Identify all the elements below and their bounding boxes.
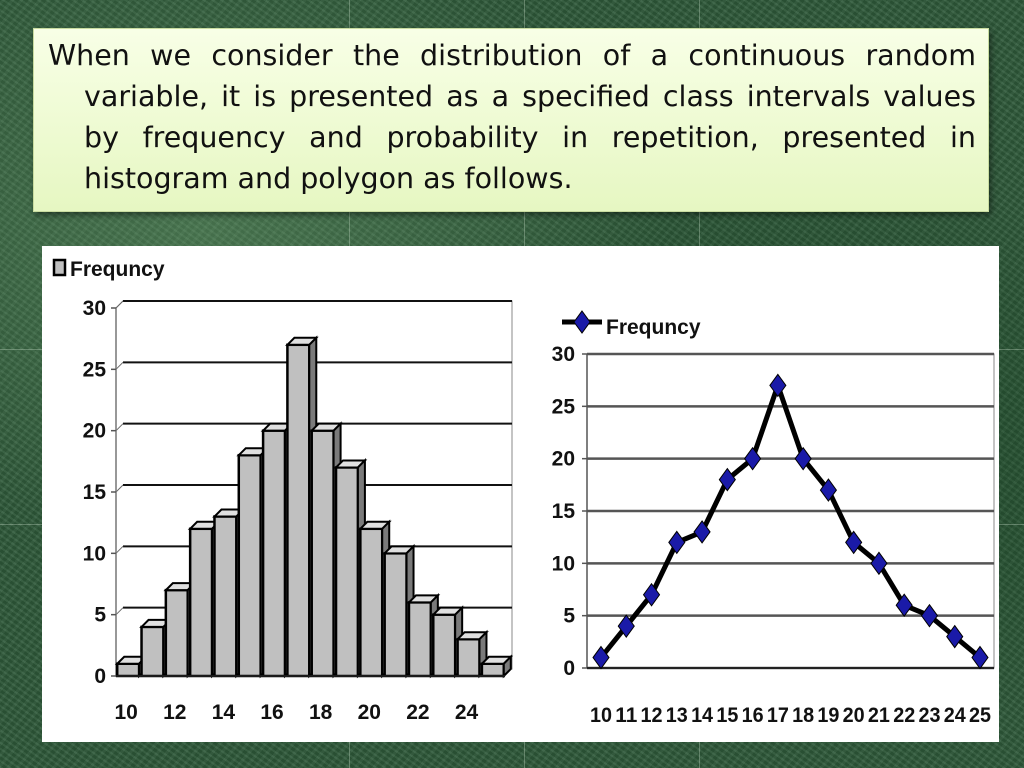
polygon-data-point <box>592 645 610 670</box>
histogram-y-tick-label: 0 <box>94 665 106 688</box>
histogram-x-tick-label: 10 <box>114 701 137 724</box>
histogram-legend-swatch <box>52 258 67 277</box>
polygon-x-tick-label: 17 <box>767 704 789 727</box>
polygon-data-point <box>642 582 661 607</box>
polygon-x-tick-label: 20 <box>843 704 865 727</box>
polygon-data-point <box>718 467 736 492</box>
polygon-x-tick-label: 16 <box>742 704 764 727</box>
polygon-x-tick-label: 11 <box>615 704 637 727</box>
polygon-data-point <box>895 593 913 618</box>
intro-text-box: When we consider the distribution of a c… <box>33 28 989 212</box>
polygon-data-point <box>870 551 888 576</box>
polygon-data-point <box>617 614 635 638</box>
polygon-y-tick-label: 0 <box>563 657 575 680</box>
histogram-bar <box>479 654 514 679</box>
histogram-gridline-side <box>115 361 124 370</box>
histogram-y-tick-label: 10 <box>83 542 106 565</box>
histogram-gridline-side <box>115 545 124 554</box>
polygon-x-tick-label: 25 <box>969 704 991 727</box>
histogram-legend-label: Frequncy <box>70 258 165 281</box>
polygon-y-tick-label: 10 <box>552 552 575 575</box>
histogram-x-tick-label: 16 <box>260 701 283 724</box>
polygon-data-point <box>946 624 964 649</box>
histogram-y-tick-label: 20 <box>83 420 106 443</box>
polygon-data-point <box>819 478 838 502</box>
polygon-x-tick-label: 19 <box>817 704 839 727</box>
polygon-x-tick-label: 21 <box>868 704 890 727</box>
polygon-x-tick-label: 13 <box>666 704 688 727</box>
chart-panel: 0 5 10 15 20 25 30 10 12 14 16 18 20 22 24 Frequncy 0 5 1… <box>42 246 999 742</box>
polygon-data-point <box>693 520 711 544</box>
polygon-series-line <box>599 382 982 660</box>
histogram-x-tick-label: 12 <box>163 701 186 724</box>
polygon-x-tick-label: 15 <box>716 704 738 727</box>
polygon-data-point <box>971 645 989 670</box>
polygon-y-tick-label: 20 <box>552 448 575 471</box>
polygon-data-point <box>743 446 762 471</box>
polygon-y-tick-label: 5 <box>563 605 575 628</box>
histogram-x-tick-label: 24 <box>455 701 479 724</box>
histogram-gridline-side <box>115 607 124 616</box>
polygon-x-tick-label: 22 <box>893 704 915 727</box>
polygon-y-tick-label: 30 <box>552 343 575 366</box>
histogram-y-tick-label: 25 <box>83 358 107 381</box>
histogram-y-tick-label: 30 <box>83 297 106 320</box>
histogram-y-tick-label: 5 <box>94 604 106 627</box>
polygon-x-tick-label: 18 <box>792 704 814 727</box>
histogram-gridline-side <box>115 300 124 309</box>
polygon-x-tick-label: 23 <box>918 704 940 727</box>
polygon-x-tick-label: 14 <box>691 704 713 727</box>
histogram-x-tick-label: 14 <box>212 701 236 724</box>
histogram-x-tick-label: 22 <box>406 701 429 724</box>
polygon-y-tick-label: 25 <box>552 395 576 418</box>
polygon-data-point <box>794 446 812 471</box>
polygon-data-point <box>668 530 686 555</box>
histogram-x-tick-label: 20 <box>358 701 381 724</box>
polygon-legend-label: Frequncy <box>606 316 701 339</box>
histogram-chart: 0 5 10 15 20 25 30 10 12 14 16 18 20 22 24 Frequncy <box>52 258 514 724</box>
polygon-x-tick-label: 24 <box>944 704 966 727</box>
polygon-data-point <box>920 603 939 628</box>
histogram-x-tick-label: 18 <box>309 701 333 724</box>
intro-text: When we consider the distribution of a c… <box>48 39 976 195</box>
polygon-data-point <box>845 530 863 555</box>
polygon-y-tick-label: 15 <box>552 500 576 523</box>
polygon-data-point <box>769 373 787 398</box>
histogram-bar-side <box>502 654 512 679</box>
polygon-x-tick-label: 10 <box>590 704 612 727</box>
histogram-y-tick-label: 15 <box>83 481 107 504</box>
histogram-gridline-side <box>115 484 124 493</box>
polygon-x-tick-label: 12 <box>641 704 663 727</box>
polygon-legend-marker <box>573 310 591 334</box>
histogram-gridline-side <box>115 423 124 432</box>
